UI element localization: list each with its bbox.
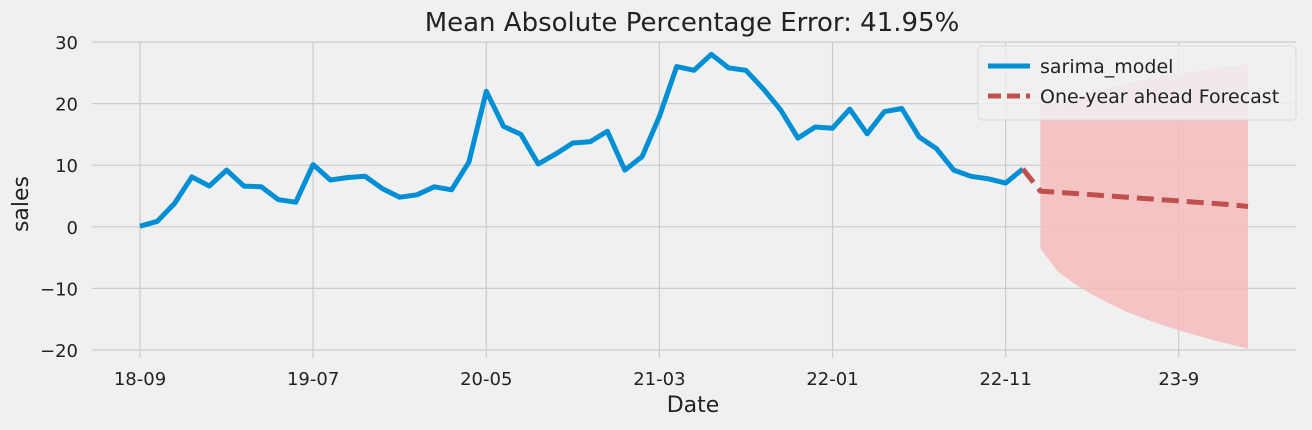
x-axis-label: Date: [667, 393, 720, 418]
legend: sarima_model One-year ahead Forecast: [977, 45, 1297, 121]
confidence-band-layer: [1040, 64, 1248, 349]
legend-label-sarima-model: sarima_model: [1040, 56, 1173, 78]
y-tick-label: −10: [40, 279, 78, 300]
series-lines-layer: [139, 51, 1249, 229]
legend-label-forecast: One-year ahead Forecast: [1040, 86, 1279, 108]
x-tick-label: 18-09: [114, 369, 166, 390]
x-tick-label: 19-07: [287, 369, 339, 390]
y-tick-label: 20: [55, 95, 78, 116]
x-tick-label: 22-01: [806, 369, 858, 390]
y-axis-label: sales: [9, 176, 34, 232]
legend-box: [977, 45, 1297, 121]
y-tick-label: −20: [40, 341, 78, 362]
y-tick-label: 30: [55, 33, 78, 54]
y-tick-labels: 30 20 10 0 −10 −20: [40, 33, 78, 362]
y-tick-label: 0: [67, 218, 78, 239]
series-line-sarima-model: [139, 51, 1025, 229]
x-tick-label: 22-11: [979, 369, 1031, 390]
x-tick-label: 20-05: [460, 369, 512, 390]
x-tick-label: 21-03: [633, 369, 685, 390]
x-tick-labels: 18-09 19-07 20-05 21-03 22-01 22-11 23-9: [114, 369, 1199, 390]
x-tick-label: 23-9: [1158, 369, 1199, 390]
forecast-confidence-band: [1040, 64, 1248, 349]
y-tick-label: 10: [55, 156, 78, 177]
chart-title: Mean Absolute Percentage Error: 41.95%: [425, 8, 960, 38]
